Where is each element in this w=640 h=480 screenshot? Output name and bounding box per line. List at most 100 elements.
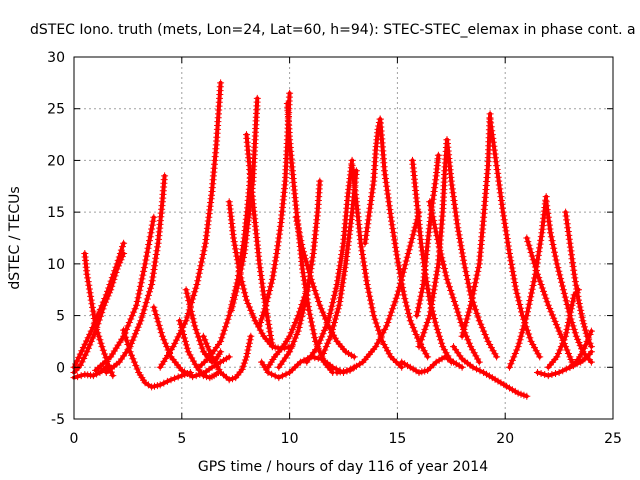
- data-point-marker: [507, 257, 515, 265]
- data-point-marker: [393, 255, 401, 263]
- data-point-marker: [155, 321, 163, 329]
- data-point-marker: [428, 297, 436, 305]
- data-point-marker: [456, 238, 464, 246]
- data-point-marker: [184, 348, 192, 356]
- data-point-marker: [77, 361, 84, 369]
- data-point-marker: [457, 242, 465, 250]
- data-point-marker: [143, 295, 151, 303]
- data-point-marker: [508, 386, 516, 394]
- data-point-marker: [474, 313, 482, 321]
- data-point-marker: [527, 337, 535, 345]
- data-point-marker: [373, 323, 381, 331]
- data-point-marker: [282, 370, 290, 378]
- data-point-marker: [534, 251, 542, 259]
- data-point-marker: [267, 279, 275, 287]
- data-point-marker: [191, 322, 199, 330]
- data-point-marker: [525, 330, 533, 338]
- data-point-marker: [575, 296, 582, 304]
- data-point-marker: [370, 312, 378, 320]
- x-tick-label: 25: [604, 431, 622, 447]
- data-point-marker: [548, 311, 556, 319]
- data-point-marker: [464, 275, 471, 283]
- series-line: [285, 101, 335, 375]
- data-point-marker: [149, 217, 157, 225]
- data-point-marker: [464, 336, 472, 344]
- data-point-marker: [244, 346, 252, 354]
- data-point-marker: [246, 336, 254, 344]
- data-point-marker: [171, 374, 179, 382]
- data-point-marker: [381, 325, 389, 333]
- data-point-marker: [401, 360, 409, 368]
- data-point-marker: [227, 304, 235, 312]
- data-point-marker: [266, 328, 274, 336]
- data-point-marker: [365, 212, 373, 220]
- y-tick-label: 0: [56, 360, 65, 376]
- data-point-marker: [536, 240, 544, 248]
- data-point-marker: [87, 292, 95, 300]
- data-point-marker: [514, 343, 522, 351]
- data-point-marker: [364, 284, 372, 292]
- data-point-marker: [463, 272, 471, 279]
- data-point-marker: [295, 324, 303, 331]
- data-point-marker: [515, 297, 523, 305]
- data-point-marker: [569, 298, 577, 306]
- data-point-marker: [430, 315, 438, 322]
- data-point-marker: [506, 250, 513, 257]
- data-point-marker: [144, 291, 152, 299]
- data-point-marker: [267, 332, 274, 339]
- data-point-marker: [103, 295, 111, 303]
- data-point-marker: [205, 346, 213, 354]
- data-point-marker: [460, 256, 468, 264]
- data-point-marker: [501, 219, 509, 227]
- data-point-marker: [521, 319, 529, 326]
- series-line: [244, 132, 275, 349]
- data-point-marker: [574, 335, 582, 343]
- data-point-marker: [466, 305, 474, 313]
- data-point-marker: [396, 280, 404, 288]
- data-point-marker: [149, 269, 157, 277]
- data-point-marker: [347, 351, 355, 359]
- data-point-marker: [265, 324, 273, 332]
- data-point-marker: [151, 382, 158, 390]
- data-point-marker: [334, 273, 342, 281]
- data-point-marker: [260, 308, 268, 316]
- data-point-marker: [363, 224, 371, 232]
- data-point-marker: [587, 348, 595, 356]
- data-point-marker: [182, 341, 190, 349]
- data-point-marker: [518, 329, 526, 337]
- data-point-marker: [152, 311, 160, 318]
- data-point-marker: [570, 270, 578, 278]
- data-point-marker: [177, 326, 185, 334]
- data-point-marker: [451, 200, 458, 208]
- data-point-marker: [228, 301, 236, 309]
- data-point-marker: [158, 360, 166, 368]
- data-point-marker: [191, 360, 199, 368]
- data-point-marker: [402, 298, 410, 306]
- data-point-marker: [358, 247, 366, 255]
- data-point-marker: [338, 286, 345, 294]
- data-point-marker: [241, 356, 249, 364]
- data-point-marker: [435, 332, 443, 340]
- data-point-marker: [341, 264, 349, 272]
- data-point-marker: [582, 341, 590, 349]
- data-point-marker: [527, 249, 535, 256]
- data-point-marker: [374, 339, 382, 347]
- data-point-marker: [147, 284, 154, 292]
- data-point-marker: [557, 343, 565, 351]
- data-point-marker: [244, 300, 252, 307]
- data-point-marker: [403, 302, 411, 310]
- data-point-marker: [176, 330, 184, 338]
- data-point-marker: [372, 343, 380, 351]
- data-point-marker: [523, 326, 531, 334]
- data-point-marker: [75, 353, 83, 361]
- data-point-marker: [430, 220, 438, 228]
- data-point-marker: [81, 340, 89, 348]
- data-point-marker: [190, 318, 198, 326]
- data-point-marker: [563, 216, 571, 224]
- data-point-marker: [192, 372, 200, 380]
- data-point-marker: [552, 370, 559, 377]
- data-point-marker: [534, 369, 541, 376]
- data-point-marker: [334, 305, 342, 313]
- data-point-marker: [84, 274, 92, 282]
- data-point-marker: [141, 260, 149, 268]
